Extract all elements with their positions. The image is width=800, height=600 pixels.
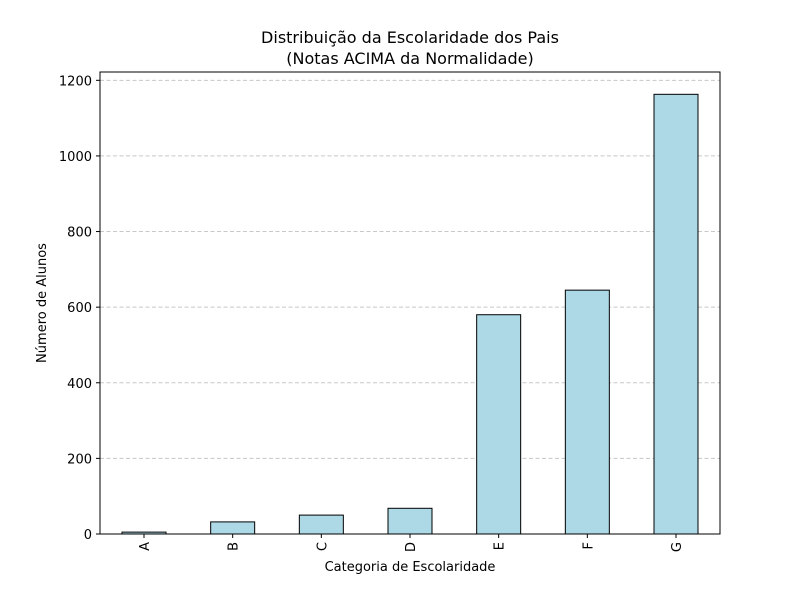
x-tick-label: F [581, 542, 596, 549]
x-tick-label: B [227, 542, 242, 551]
bar-c [298, 514, 344, 535]
x-tick-label: A [138, 542, 153, 551]
y-tick-label: 200 [67, 452, 92, 467]
x-axis-label: Categoria de Escolaridade [325, 560, 496, 575]
bars [121, 93, 699, 535]
x-tick-label: C [315, 542, 330, 551]
x-axis: A B C D E F G [138, 534, 685, 552]
chart-title: Distribuição da Escolaridade dos Pais [261, 28, 559, 47]
y-axis-label: Número de Alunos [35, 243, 50, 363]
y-tick-label: 1000 [59, 150, 92, 165]
x-tick-label: E [493, 542, 508, 550]
plot-frame [99, 71, 721, 535]
x-tick-label: G [670, 542, 685, 552]
y-tick-label: 1200 [59, 74, 92, 89]
chart-subtitle: (Notas ACIMA da Normalidade) [286, 49, 533, 68]
y-axis: 0 200 400 600 800 1000 1200 [59, 74, 100, 543]
x-tick-label: D [404, 542, 419, 552]
y-tick-label: 0 [84, 528, 92, 543]
bar-d [387, 507, 433, 535]
bar-g [653, 93, 699, 535]
gridlines [100, 79, 720, 459]
y-tick-label: 800 [67, 226, 92, 241]
bar-e [476, 314, 522, 535]
bar-f [564, 289, 610, 535]
y-tick-label: 400 [67, 377, 92, 392]
y-tick-label: 600 [67, 301, 92, 316]
bar-b [210, 521, 256, 535]
